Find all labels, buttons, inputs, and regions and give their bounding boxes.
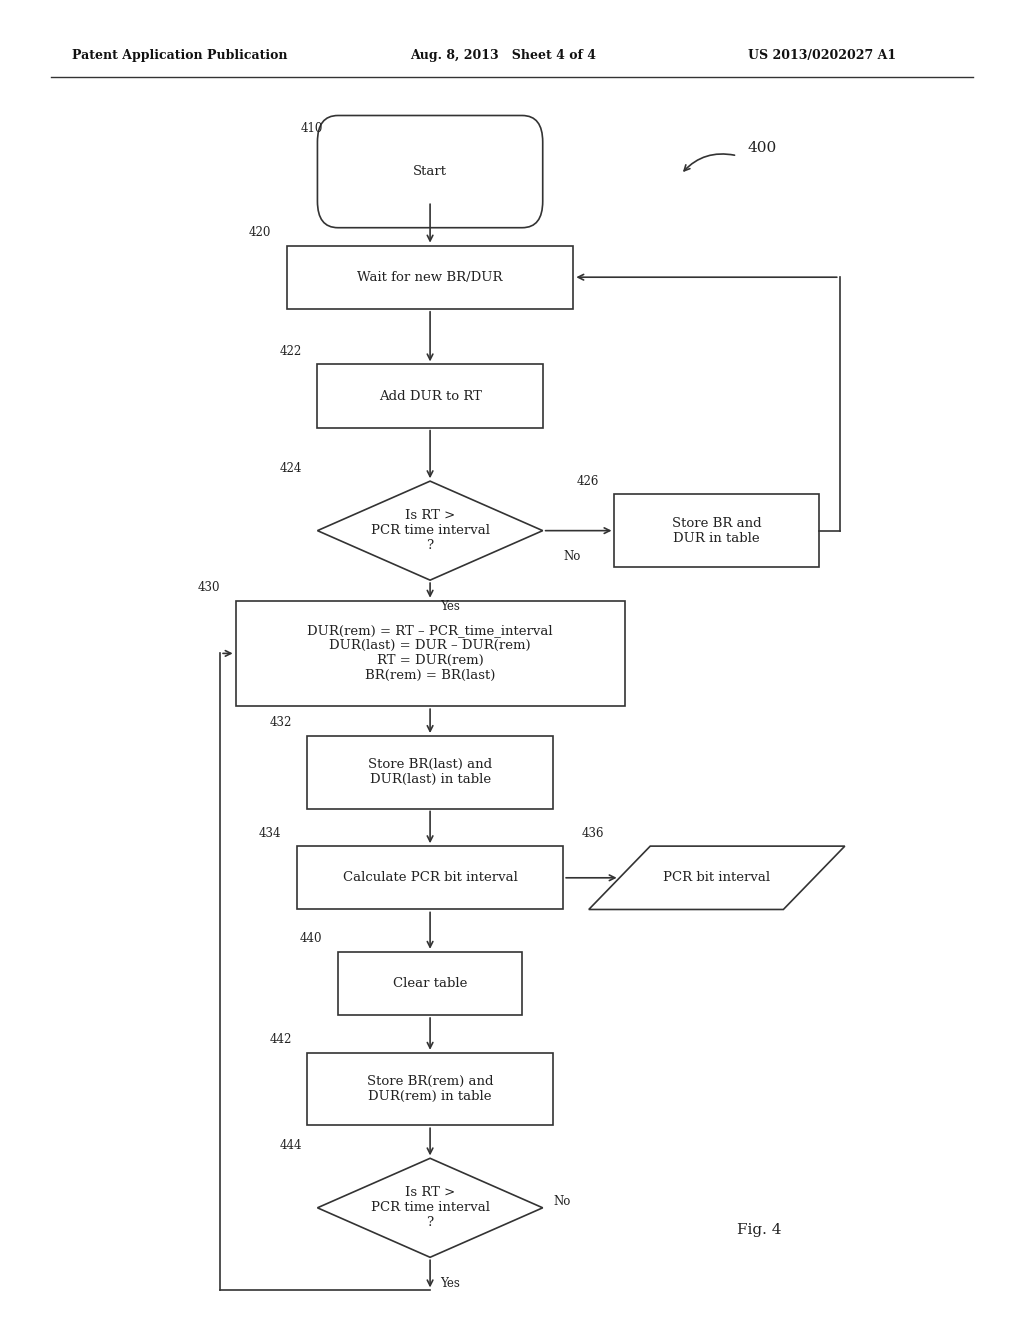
Bar bbox=[338, 952, 522, 1015]
Text: Store BR(rem) and
DUR(rem) in table: Store BR(rem) and DUR(rem) in table bbox=[367, 1074, 494, 1104]
Text: Yes: Yes bbox=[440, 599, 460, 612]
Polygon shape bbox=[589, 846, 845, 909]
Text: Aug. 8, 2013   Sheet 4 of 4: Aug. 8, 2013 Sheet 4 of 4 bbox=[410, 49, 596, 62]
Bar bbox=[297, 846, 563, 909]
Text: 410: 410 bbox=[300, 123, 323, 135]
Text: Clear table: Clear table bbox=[393, 977, 467, 990]
Text: US 2013/0202027 A1: US 2013/0202027 A1 bbox=[748, 49, 896, 62]
Polygon shape bbox=[317, 482, 543, 581]
Text: PCR bit interval: PCR bit interval bbox=[664, 871, 770, 884]
Text: Wait for new BR/DUR: Wait for new BR/DUR bbox=[357, 271, 503, 284]
Text: 424: 424 bbox=[280, 462, 302, 475]
Text: 422: 422 bbox=[280, 345, 302, 358]
Text: 432: 432 bbox=[269, 717, 292, 729]
Bar bbox=[317, 364, 543, 428]
Text: Is RT >
PCR time interval
?: Is RT > PCR time interval ? bbox=[371, 1187, 489, 1229]
Text: Store BR(last) and
DUR(last) in table: Store BR(last) and DUR(last) in table bbox=[368, 758, 493, 787]
Text: DUR(rem) = RT – PCR_time_interval
DUR(last) = DUR – DUR(rem)
RT = DUR(rem)
BR(re: DUR(rem) = RT – PCR_time_interval DUR(la… bbox=[307, 624, 553, 682]
Text: Add DUR to RT: Add DUR to RT bbox=[379, 389, 481, 403]
Text: Calculate PCR bit interval: Calculate PCR bit interval bbox=[343, 871, 517, 884]
Text: 440: 440 bbox=[300, 932, 323, 945]
Polygon shape bbox=[317, 1159, 543, 1257]
Bar bbox=[287, 246, 573, 309]
Text: No: No bbox=[563, 550, 581, 564]
Bar bbox=[614, 494, 819, 568]
Text: Start: Start bbox=[413, 165, 447, 178]
Text: Patent Application Publication: Patent Application Publication bbox=[72, 49, 287, 62]
Text: Store BR and
DUR in table: Store BR and DUR in table bbox=[672, 516, 762, 545]
Text: 434: 434 bbox=[259, 826, 282, 840]
Text: No: No bbox=[553, 1195, 570, 1208]
Text: 444: 444 bbox=[280, 1139, 302, 1151]
Text: Yes: Yes bbox=[440, 1278, 460, 1290]
Text: 420: 420 bbox=[249, 226, 271, 239]
Bar bbox=[236, 601, 625, 706]
Text: 436: 436 bbox=[582, 826, 604, 840]
Text: 426: 426 bbox=[577, 475, 599, 488]
Bar bbox=[307, 1053, 553, 1125]
FancyBboxPatch shape bbox=[317, 116, 543, 227]
Text: 400: 400 bbox=[748, 141, 777, 154]
Bar bbox=[307, 737, 553, 808]
Text: Fig. 4: Fig. 4 bbox=[737, 1224, 781, 1237]
Text: 442: 442 bbox=[269, 1034, 292, 1045]
Text: Is RT >
PCR time interval
?: Is RT > PCR time interval ? bbox=[371, 510, 489, 552]
Text: 430: 430 bbox=[198, 581, 220, 594]
